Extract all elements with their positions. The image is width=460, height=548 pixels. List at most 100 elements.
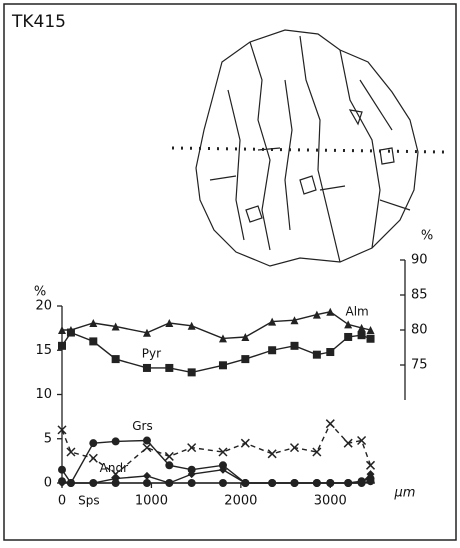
marker bbox=[57, 425, 67, 435]
marker bbox=[165, 461, 174, 470]
y-tick-label: 0 bbox=[44, 476, 52, 491]
y-tick-label: 5 bbox=[44, 431, 52, 446]
marker bbox=[267, 449, 277, 459]
series-line bbox=[62, 311, 371, 340]
x-tick-label: 3000 bbox=[314, 494, 347, 509]
marker bbox=[142, 436, 151, 445]
marker bbox=[165, 319, 174, 327]
marker bbox=[366, 334, 375, 343]
marker bbox=[312, 479, 321, 487]
marker bbox=[187, 368, 196, 377]
marker bbox=[164, 451, 174, 461]
marker bbox=[89, 337, 98, 346]
marker bbox=[88, 453, 98, 463]
marker bbox=[268, 317, 277, 326]
marker bbox=[268, 346, 277, 355]
marker bbox=[344, 479, 353, 487]
marker bbox=[268, 479, 277, 487]
series-line bbox=[61, 331, 371, 374]
marker bbox=[366, 326, 375, 334]
marker bbox=[89, 439, 98, 448]
marker bbox=[187, 465, 196, 474]
marker bbox=[357, 331, 366, 340]
series-line bbox=[61, 480, 371, 484]
marker bbox=[312, 310, 321, 319]
marker bbox=[357, 435, 367, 446]
y2-tick-label: 85 bbox=[411, 288, 428, 303]
y2-tick-label: 75 bbox=[411, 358, 428, 373]
series-label: Pyr bbox=[142, 346, 161, 360]
marker bbox=[357, 479, 366, 487]
marker bbox=[142, 471, 151, 480]
series-label: Andr bbox=[100, 461, 128, 475]
y-tick-label: 10 bbox=[35, 387, 52, 402]
marker bbox=[326, 307, 335, 316]
series-label: Alm bbox=[345, 304, 368, 318]
x-tick-label: 0 bbox=[58, 494, 66, 509]
marker bbox=[312, 350, 321, 359]
marker bbox=[366, 470, 375, 479]
marker bbox=[58, 326, 66, 334]
marker bbox=[165, 479, 174, 487]
y2-tick-label: 80 bbox=[411, 323, 428, 338]
marker bbox=[187, 321, 196, 330]
marker bbox=[290, 479, 299, 487]
y2-tick-label: 90 bbox=[411, 253, 428, 268]
marker bbox=[142, 479, 151, 487]
marker bbox=[58, 341, 66, 350]
y-tick-label: 20 bbox=[35, 299, 52, 314]
marker bbox=[241, 333, 250, 341]
x-tick-label: 2000 bbox=[224, 494, 257, 509]
marker bbox=[290, 316, 299, 325]
marker bbox=[89, 319, 98, 327]
marker bbox=[326, 479, 335, 487]
marker bbox=[142, 328, 151, 337]
marker bbox=[218, 479, 227, 487]
marker bbox=[344, 332, 353, 341]
marker bbox=[111, 355, 120, 364]
marker bbox=[111, 437, 120, 446]
x-tick-label: 1000 bbox=[135, 494, 168, 509]
y2-axis-label: % bbox=[421, 229, 433, 244]
marker bbox=[187, 470, 196, 479]
marker bbox=[66, 447, 76, 457]
marker bbox=[111, 479, 120, 487]
marker bbox=[58, 477, 66, 486]
marker bbox=[241, 479, 250, 487]
marker bbox=[343, 438, 353, 448]
marker bbox=[66, 328, 75, 337]
marker bbox=[89, 479, 98, 487]
x-axis-label: µm bbox=[394, 486, 416, 501]
marker bbox=[187, 443, 197, 453]
y-axis-label: % bbox=[34, 285, 46, 300]
marker bbox=[241, 355, 250, 364]
marker bbox=[218, 361, 227, 370]
marker bbox=[366, 477, 375, 486]
series-label: Sps bbox=[78, 494, 100, 508]
marker bbox=[218, 461, 227, 470]
marker bbox=[66, 479, 75, 487]
marker bbox=[240, 438, 250, 448]
marker bbox=[218, 334, 227, 343]
series-label: Grs bbox=[132, 419, 152, 433]
marker bbox=[312, 447, 322, 457]
marker bbox=[218, 465, 227, 474]
marker bbox=[344, 320, 353, 329]
marker bbox=[58, 465, 66, 474]
marker bbox=[357, 323, 366, 332]
marker bbox=[290, 341, 299, 350]
marker bbox=[365, 460, 376, 470]
series-line bbox=[61, 422, 372, 476]
marker bbox=[325, 419, 335, 429]
chart-title: TK415 bbox=[11, 12, 66, 32]
y-tick-label: 15 bbox=[35, 343, 52, 358]
frame bbox=[3, 3, 457, 541]
marker bbox=[187, 479, 196, 487]
marker bbox=[142, 443, 152, 453]
marker bbox=[142, 363, 151, 372]
marker bbox=[289, 443, 300, 453]
marker bbox=[111, 469, 121, 479]
garnet-sketch bbox=[171, 29, 446, 267]
marker bbox=[165, 363, 174, 372]
